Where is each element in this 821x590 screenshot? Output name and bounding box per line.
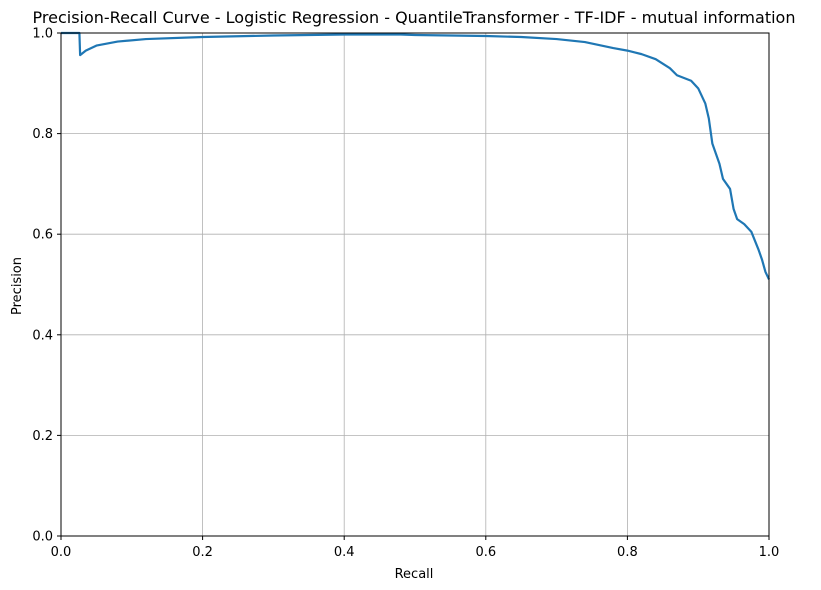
y-axis-label: Precision: [10, 257, 25, 315]
pr-curve-line: [61, 31, 770, 280]
x-tick-label: 0.6: [475, 545, 496, 560]
x-axis-label: Recall: [395, 567, 434, 582]
plot-frame: [60, 32, 770, 537]
y-tick-label: 0.8: [32, 127, 53, 142]
x-tick-label: 0.0: [51, 545, 72, 560]
x-tick-label: 0.2: [192, 545, 213, 560]
y-axis: 0.0 0.2 0.4 0.6 0.8 1.0: [32, 27, 61, 545]
x-tick-label: 0.4: [334, 545, 355, 560]
chart-title: Precision-Recall Curve - Logistic Regres…: [33, 8, 796, 27]
y-tick-label: 0.2: [32, 429, 53, 444]
y-tick-label: 0.4: [32, 328, 53, 343]
curve-layer: [61, 31, 770, 280]
x-axis: 0.0 0.2 0.4 0.6 0.8 1.0: [51, 536, 780, 560]
y-tick-label: 0.6: [32, 228, 53, 243]
grid: [60, 32, 770, 537]
y-tick-label: 0.0: [32, 530, 53, 545]
y-tick-label: 1.0: [32, 27, 53, 42]
x-tick-label: 0.8: [617, 545, 638, 560]
x-tick-label: 1.0: [759, 545, 780, 560]
